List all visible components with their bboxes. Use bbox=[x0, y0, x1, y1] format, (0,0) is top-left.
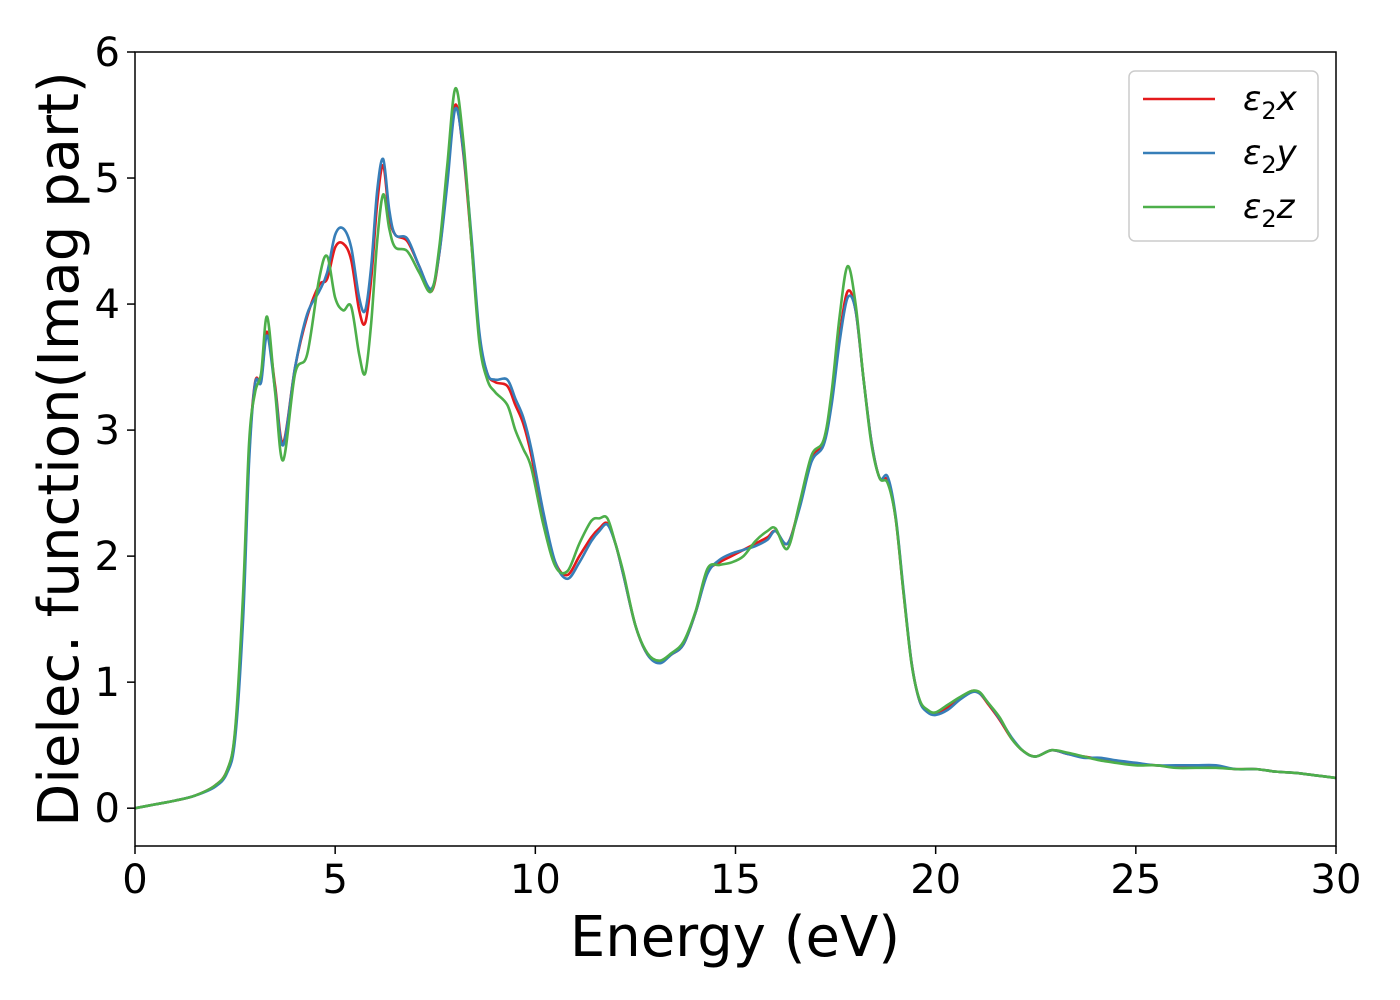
series-line-z bbox=[135, 87, 1336, 810]
legend-box bbox=[1128, 70, 1319, 242]
plot-lines bbox=[135, 87, 1336, 810]
x-tick-label: 10 bbox=[510, 857, 561, 903]
y-axis-ticks: 0 1 2 3 4 5 6 bbox=[95, 30, 135, 832]
y-tick-label: 1 bbox=[95, 660, 120, 706]
y-tick-label: 3 bbox=[95, 408, 120, 454]
x-tick-label: 25 bbox=[1110, 857, 1161, 903]
x-tick-label: 20 bbox=[910, 857, 961, 903]
legend-label-x: ε2x bbox=[1243, 79, 1298, 125]
legend-entries: ε2x ε2y ε2z bbox=[1143, 79, 1298, 233]
x-tick-label: 30 bbox=[1311, 857, 1362, 903]
legend-label-y: ε2y bbox=[1243, 133, 1298, 179]
y-axis-label: Dielec. function(Imag part) bbox=[27, 71, 92, 827]
legend: ε2x ε2y ε2z bbox=[1128, 70, 1319, 242]
y-tick-label: 2 bbox=[95, 534, 120, 580]
x-tick-label: 0 bbox=[122, 857, 147, 903]
x-tick-label: 15 bbox=[710, 857, 761, 903]
y-tick-label: 4 bbox=[95, 282, 120, 328]
x-axis-label: Energy (eV) bbox=[570, 905, 900, 970]
y-tick-label: 0 bbox=[95, 786, 120, 832]
y-tick-label: 5 bbox=[95, 156, 120, 202]
y-tick-label: 6 bbox=[95, 30, 120, 76]
legend-label-z: ε2z bbox=[1243, 187, 1296, 233]
x-tick-label: 5 bbox=[322, 857, 347, 903]
x-axis-ticks: 0 5 10 15 20 25 30 bbox=[122, 846, 1361, 903]
